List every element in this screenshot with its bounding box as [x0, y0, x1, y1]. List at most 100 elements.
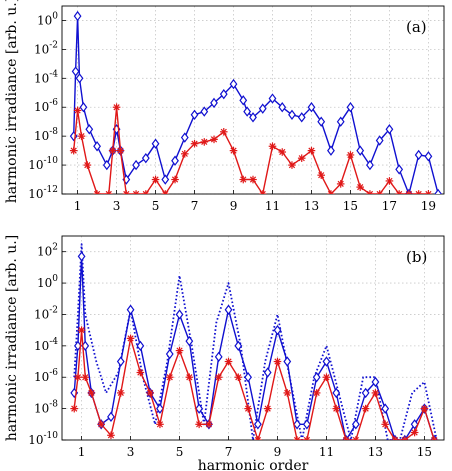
data-point	[234, 373, 243, 382]
y-tick-label: 100	[37, 11, 58, 27]
data-point	[424, 190, 433, 194]
data-point	[288, 109, 296, 120]
y-tick-label: 10-6	[34, 368, 58, 384]
x-tick-label: 15	[417, 445, 432, 459]
data-point	[214, 373, 223, 382]
y-tick-label: 10-12	[28, 185, 58, 201]
data-point	[249, 175, 257, 184]
x-tick-label: 9	[274, 445, 282, 459]
data-point	[322, 373, 331, 382]
data-point	[346, 102, 355, 113]
data-point	[229, 146, 238, 155]
data-point	[385, 124, 394, 135]
data-point	[132, 159, 140, 171]
panel-b: 1 3 5 7 9 11 13 1510210010-210-410-610-810-10(b…	[4, 235, 445, 471]
data-point	[219, 128, 228, 136]
data-point	[93, 190, 101, 194]
data-point	[75, 73, 84, 84]
data-point	[87, 389, 96, 397]
data-point	[401, 436, 409, 440]
data-point	[312, 372, 321, 383]
data-point	[77, 132, 86, 140]
x-tick-label: 11	[319, 445, 334, 459]
y-axis-label: harmonic irradiance [arb. u.]	[4, 0, 20, 203]
data-point	[161, 190, 170, 194]
data-point	[73, 10, 82, 22]
data-point	[200, 138, 209, 146]
y-tick-label: 100	[37, 274, 58, 290]
data-point	[366, 190, 374, 194]
data-point	[405, 190, 413, 194]
data-point	[190, 139, 199, 148]
data-point	[351, 419, 360, 430]
y-tick-label: 10-2	[34, 305, 58, 321]
data-point	[317, 116, 326, 127]
data-point	[77, 251, 86, 262]
series-line	[73, 15, 439, 194]
data-point	[224, 357, 233, 366]
axes-frame	[61, 5, 445, 195]
data-point	[146, 389, 154, 397]
data-point	[414, 149, 423, 161]
data-point	[410, 428, 419, 437]
data-point	[229, 78, 238, 90]
y-tick-label: 10-8	[34, 400, 58, 416]
data-point	[424, 151, 433, 162]
data-point	[116, 356, 125, 367]
data-point	[190, 109, 199, 120]
data-point	[142, 190, 150, 194]
plot-area	[70, 243, 439, 440]
data-point	[273, 357, 282, 366]
data-point	[381, 420, 390, 429]
data-point	[361, 387, 370, 399]
data-point	[317, 171, 326, 179]
x-tick-label: 3	[127, 445, 135, 459]
data-point	[253, 419, 262, 430]
data-point	[165, 348, 174, 360]
data-point	[132, 190, 140, 194]
data-point	[414, 190, 423, 194]
y-tick-label: 10-6	[34, 98, 58, 114]
axes-frame	[61, 235, 445, 441]
data-point	[180, 132, 189, 143]
plot-area	[69, 10, 443, 194]
data-point	[116, 389, 125, 397]
data-point	[297, 154, 306, 162]
data-point	[93, 141, 101, 152]
data-point	[283, 389, 292, 397]
data-point	[288, 161, 296, 169]
data-point	[302, 419, 311, 430]
data-point	[278, 148, 287, 156]
data-point	[258, 103, 267, 114]
data-point	[263, 404, 272, 413]
x-tick-label: 13	[304, 199, 319, 213]
y-tick-label: 102	[37, 243, 58, 259]
data-point	[126, 334, 135, 343]
data-point	[77, 326, 86, 334]
data-point	[346, 151, 355, 159]
data-point	[141, 152, 150, 164]
data-point	[391, 436, 399, 440]
data-point	[336, 116, 345, 127]
data-point	[234, 340, 243, 352]
data-point	[219, 88, 228, 100]
x-tick-label: 1	[78, 445, 86, 459]
data-point	[410, 419, 419, 430]
data-point	[307, 102, 316, 113]
data-point	[122, 190, 131, 194]
data-point	[283, 356, 292, 367]
data-point	[268, 142, 277, 151]
data-point	[268, 93, 277, 104]
data-point	[322, 356, 331, 367]
data-point	[81, 373, 90, 382]
data-point	[381, 403, 390, 414]
y-tick-label: 10-10	[28, 431, 58, 447]
data-point	[336, 180, 345, 188]
data-point	[107, 411, 115, 423]
series-line	[73, 255, 435, 440]
data-point	[312, 389, 321, 397]
data-point	[97, 420, 105, 429]
x-tick-label: 13	[368, 445, 383, 459]
data-point	[74, 373, 82, 382]
data-point	[258, 190, 267, 194]
